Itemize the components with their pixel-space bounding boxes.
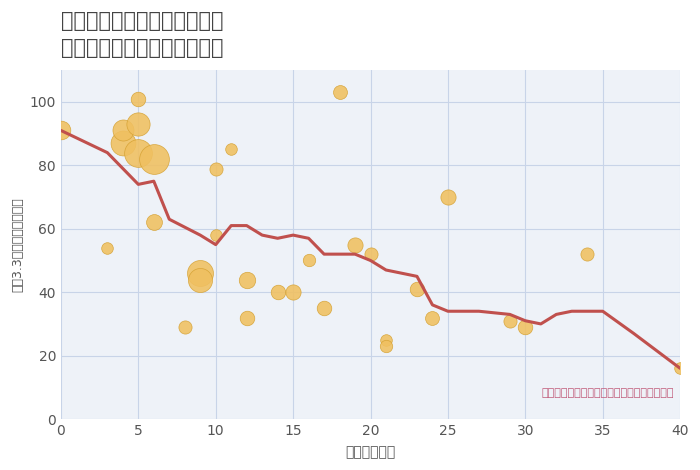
Point — [210, 231, 221, 239]
Point — [148, 219, 160, 226]
Point — [210, 165, 221, 172]
Point — [504, 317, 515, 324]
Point — [288, 289, 299, 296]
Point — [318, 304, 330, 312]
Point — [102, 244, 113, 251]
Text: 福岡県北九州市門司区伊川の
築年数別中古マンション価格: 福岡県北九州市門司区伊川の 築年数別中古マンション価格 — [61, 11, 223, 57]
Point — [675, 365, 686, 372]
Point — [55, 127, 66, 134]
Point — [365, 251, 376, 258]
Point — [179, 323, 190, 331]
Point — [380, 342, 391, 350]
Point — [519, 323, 531, 331]
Text: 円の大きさは、取引のあった物件面積を示す: 円の大きさは、取引のあった物件面積を示す — [541, 388, 674, 398]
Point — [148, 155, 160, 163]
Point — [334, 89, 345, 96]
Point — [225, 146, 237, 153]
Point — [195, 269, 206, 277]
Point — [442, 193, 454, 201]
Point — [133, 95, 144, 102]
Point — [427, 314, 438, 321]
Point — [241, 314, 252, 321]
Point — [195, 276, 206, 283]
Point — [133, 149, 144, 157]
Point — [412, 285, 423, 293]
Point — [349, 241, 360, 248]
Point — [303, 257, 314, 264]
Point — [582, 251, 593, 258]
Y-axis label: 坪（3.3㎡）単価（万円）: 坪（3.3㎡）単価（万円） — [11, 197, 24, 292]
Point — [133, 120, 144, 128]
X-axis label: 築年数（年）: 築年数（年） — [345, 445, 396, 459]
Point — [380, 336, 391, 344]
Point — [241, 276, 252, 283]
Point — [272, 289, 284, 296]
Point — [117, 127, 128, 134]
Point — [117, 140, 128, 147]
